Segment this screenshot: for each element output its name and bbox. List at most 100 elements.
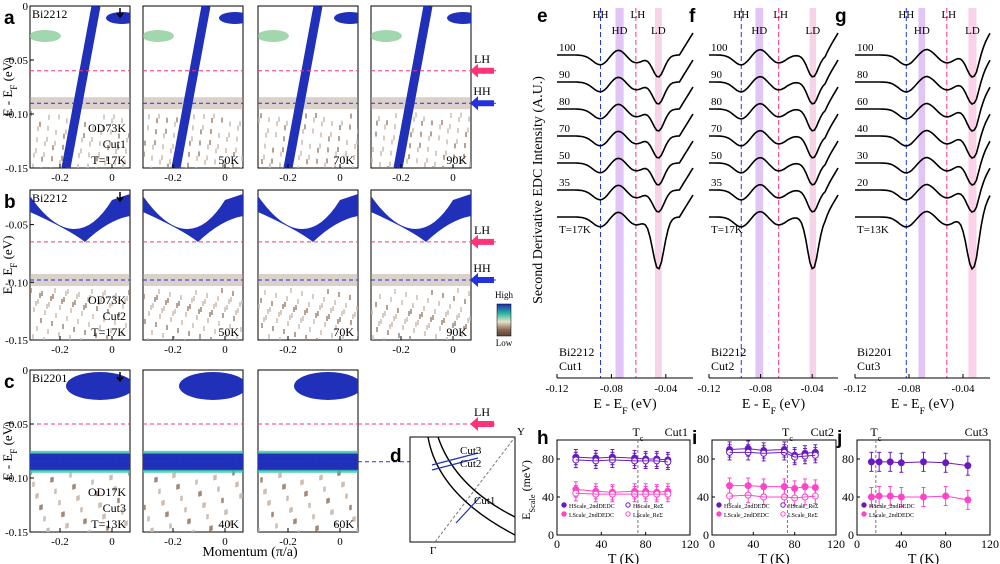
texture-mark [328, 314, 330, 319]
edc-curve [855, 59, 991, 105]
texture-mark [65, 291, 67, 296]
series-line [729, 451, 816, 458]
texture-mark [284, 125, 286, 131]
y-tick-label: 40 [842, 490, 854, 504]
texture-mark [106, 336, 108, 340]
texture-mark [99, 325, 101, 330]
x-axis-title-edc-tail: (eV) [776, 397, 805, 412]
texture-mark [147, 338, 149, 340]
hd-band-shade [755, 8, 764, 378]
texture-mark [232, 470, 234, 476]
texture-mark [70, 308, 72, 313]
gamma-y-diagonal [434, 436, 516, 543]
texture-mark [282, 147, 284, 153]
panel-content [143, 194, 243, 340]
texture-mark [380, 151, 382, 156]
texture-mark [317, 311, 319, 316]
texture-mark [431, 120, 433, 126]
texture-mark [167, 163, 169, 168]
texture-mark [36, 326, 38, 331]
texture-mark [176, 117, 178, 123]
panel-letter-f: f [689, 6, 696, 27]
y-tick-label: 80 [542, 452, 554, 466]
texture-mark [169, 523, 171, 529]
cut-label: Cut3 [103, 501, 126, 515]
texture-mark [419, 314, 421, 319]
lh-arrow-icon [470, 417, 494, 431]
texture-mark [180, 295, 182, 300]
texture-mark [233, 316, 235, 321]
texture-mark [36, 137, 38, 143]
tc-label: Tc [870, 425, 881, 443]
texture-mark [441, 120, 443, 125]
texture-mark [317, 147, 319, 153]
texture-mark [435, 150, 437, 156]
texture-mark [439, 124, 441, 130]
y-axis-title-edc-main: Second Derivative EDC Intensity (A.U.) [531, 76, 546, 304]
x-tick-label: 0 [554, 537, 560, 551]
k-arrow-icon [116, 192, 124, 203]
texture-mark [402, 325, 404, 330]
texture-mark [237, 308, 239, 313]
texture-mark [32, 163, 34, 168]
lh-arrow-icon [470, 234, 494, 249]
texture-mark [88, 152, 90, 158]
edc-cut-label: Cut3 [857, 359, 880, 373]
texture-mark [184, 339, 186, 340]
texture-mark [420, 131, 422, 137]
texture-mark [35, 148, 37, 154]
texture-mark [267, 500, 269, 506]
x-tick-label: -0.04 [952, 383, 975, 395]
edc-temp-label: 30 [857, 150, 869, 162]
texture-mark [300, 318, 302, 323]
texture-mark [337, 319, 339, 324]
texture-mark [469, 316, 471, 321]
texture-mark [332, 166, 334, 168]
x-tick-label: 0 [109, 344, 115, 356]
texture-mark [113, 295, 115, 300]
texture-mark [268, 117, 270, 123]
texture-mark [305, 113, 307, 119]
texture-mark [379, 162, 381, 167]
texture-mark [354, 144, 356, 149]
texture-mark [460, 112, 462, 118]
tc-sub: c [640, 434, 644, 443]
edc-curve [709, 194, 839, 270]
texture-mark [163, 306, 165, 311]
hh-arrow-icon [470, 96, 494, 111]
temperature-label: 60K [333, 517, 354, 531]
texture-mark [66, 316, 68, 321]
texture-mark [357, 331, 358, 336]
texture-mark [395, 113, 397, 119]
texture-mark [144, 319, 146, 324]
temperature-label: 40K [218, 517, 239, 531]
texture-mark [91, 137, 93, 142]
texture-mark [389, 161, 391, 167]
texture-mark [319, 475, 321, 481]
edc-temp-label: 100 [857, 42, 874, 54]
texture-mark [217, 486, 219, 492]
texture-mark [78, 152, 80, 158]
hh-band-edge [30, 450, 130, 454]
y-axis-title-b-main: E - E [0, 268, 15, 295]
texture-mark [48, 302, 50, 307]
texture-mark [122, 164, 124, 168]
texture-mark [300, 480, 302, 486]
texture-mark [286, 496, 288, 501]
edc-curve [557, 113, 694, 159]
texture-mark [330, 132, 332, 137]
texture-mark [188, 331, 190, 336]
texture-mark [144, 140, 146, 146]
lh-label: LH [631, 9, 646, 21]
edc-curve [855, 167, 991, 213]
texture-mark [415, 112, 417, 118]
y-axis-title-b-sub: F [9, 263, 19, 268]
colorbar: High Low [495, 290, 514, 348]
texture-mark [386, 120, 388, 126]
texture-mark [341, 311, 343, 316]
texture-mark [35, 301, 37, 306]
texture-mark [37, 126, 39, 132]
texture-mark [232, 163, 234, 168]
texture-mark [432, 166, 434, 168]
edc-curve [855, 86, 991, 132]
